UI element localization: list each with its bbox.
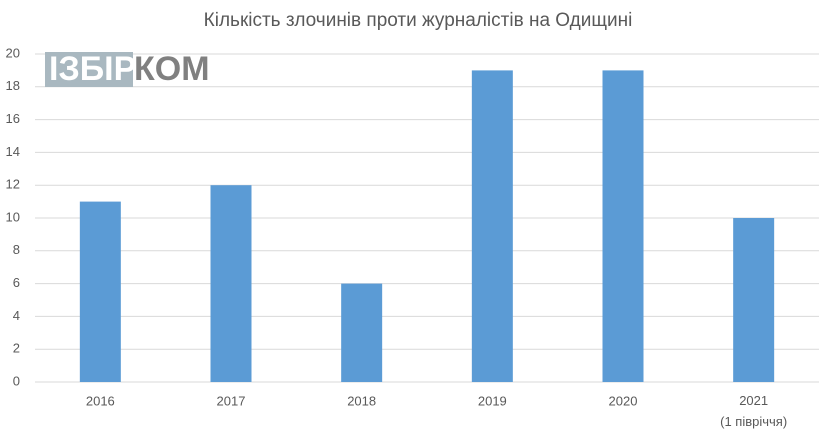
x-tick-label: 2021 (1 півріччя)	[720, 393, 787, 429]
y-tick-label: 2	[13, 341, 20, 356]
y-tick-label: 0	[13, 373, 20, 388]
y-tick-label: 12	[6, 177, 20, 192]
y-tick-label: 16	[6, 111, 20, 126]
x-tick-label: 2017	[217, 393, 246, 408]
y-tick-label: 14	[6, 144, 20, 159]
chart-title: Кількість злочинів проти журналістів на …	[204, 10, 633, 31]
y-tick-label: 18	[6, 78, 20, 93]
y-tick-label: 4	[13, 308, 20, 323]
watermark-box	[45, 52, 133, 87]
bar	[79, 201, 121, 382]
y-tick-label: 6	[13, 275, 20, 290]
watermark-right: КОМ	[134, 50, 210, 88]
bar	[210, 185, 252, 382]
x-tick-label: 2018	[347, 393, 376, 408]
y-tick-label: 20	[6, 45, 20, 60]
x-tick-label: 2016	[86, 393, 115, 408]
bar	[733, 218, 775, 382]
x-tick-label: 2019	[478, 393, 507, 408]
x-tick-label: 2020	[609, 393, 638, 408]
bar	[471, 70, 513, 383]
bar	[341, 283, 383, 382]
bar	[602, 70, 644, 383]
y-tick-label: 10	[6, 209, 20, 224]
y-tick-label: 8	[13, 242, 20, 257]
watermark-left: ІЗБІР	[49, 50, 136, 88]
